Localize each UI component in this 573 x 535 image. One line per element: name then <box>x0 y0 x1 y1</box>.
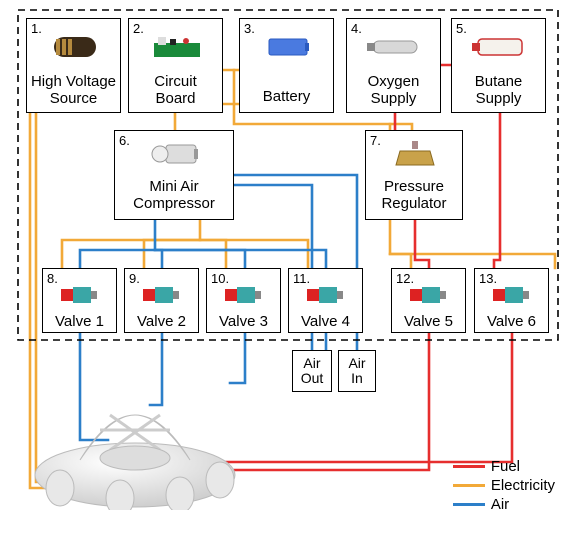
component-label: PressureRegulator <box>366 179 462 212</box>
legend-label: Electricity <box>491 477 555 494</box>
component-label: OxygenSupply <box>347 74 440 107</box>
component-number: 2. <box>133 21 144 36</box>
component-number: 4. <box>351 21 362 36</box>
wire-electricity <box>200 240 226 268</box>
component-1: 1. High VoltageSource <box>26 18 121 113</box>
wire-fuel <box>415 220 429 268</box>
wire-air <box>155 250 245 268</box>
ext-box: AirIn <box>338 350 376 392</box>
component-label: Valve 1 <box>43 314 116 331</box>
component-6: 6. Mini AirCompressor <box>114 130 234 220</box>
legend: Fuel Electricity Air <box>453 456 555 515</box>
component-number: 6. <box>119 133 130 148</box>
component-8: 8. Valve 1 <box>42 268 117 333</box>
component-label: Valve 6 <box>475 314 548 331</box>
component-12: 12.Valve 5 <box>391 268 466 333</box>
wire-electricity <box>62 220 200 268</box>
component-number: 8. <box>47 271 58 286</box>
ext-box: AirOut <box>292 350 332 392</box>
component-label: Valve 3 <box>207 314 280 331</box>
component-label: CircuitBoard <box>129 74 222 107</box>
legend-row: Electricity <box>453 477 555 494</box>
legend-swatch <box>453 484 485 487</box>
wire-air <box>155 250 162 268</box>
component-7: 7. PressureRegulator <box>365 130 463 220</box>
component-9: 9. Valve 2 <box>124 268 199 333</box>
component-number: 1. <box>31 21 42 36</box>
component-number: 5. <box>456 21 467 36</box>
wire-fuel <box>494 113 500 268</box>
legend-label: Fuel <box>491 458 520 475</box>
legend-label: Air <box>491 496 509 513</box>
component-13: 13.Valve 6 <box>474 268 549 333</box>
component-5: 5. ButaneSupply <box>451 18 546 113</box>
component-number: 9. <box>129 271 140 286</box>
component-number: 7. <box>370 133 381 148</box>
robot-illustration <box>20 360 250 510</box>
component-10: 10.Valve 3 <box>206 268 281 333</box>
component-4: 4. OxygenSupply <box>346 18 441 113</box>
component-label: ButaneSupply <box>452 74 545 107</box>
component-number: 3. <box>244 21 255 36</box>
component-11: 11.Valve 4 <box>288 268 363 333</box>
component-label: Battery <box>240 89 333 106</box>
wire-electricity <box>200 240 308 268</box>
component-label: Valve 2 <box>125 314 198 331</box>
component-label: Valve 5 <box>392 314 465 331</box>
component-3: 3. Battery <box>239 18 334 113</box>
legend-swatch <box>453 503 485 506</box>
component-label: Valve 4 <box>289 314 362 331</box>
wire-electricity <box>144 240 200 268</box>
legend-row: Fuel <box>453 458 555 475</box>
legend-row: Air <box>453 496 555 513</box>
legend-swatch <box>453 465 485 468</box>
wire-air <box>155 250 326 268</box>
component-label: High VoltageSource <box>27 74 120 107</box>
component-2: 2. CircuitBoard <box>128 18 223 113</box>
component-label: Mini AirCompressor <box>115 179 233 212</box>
